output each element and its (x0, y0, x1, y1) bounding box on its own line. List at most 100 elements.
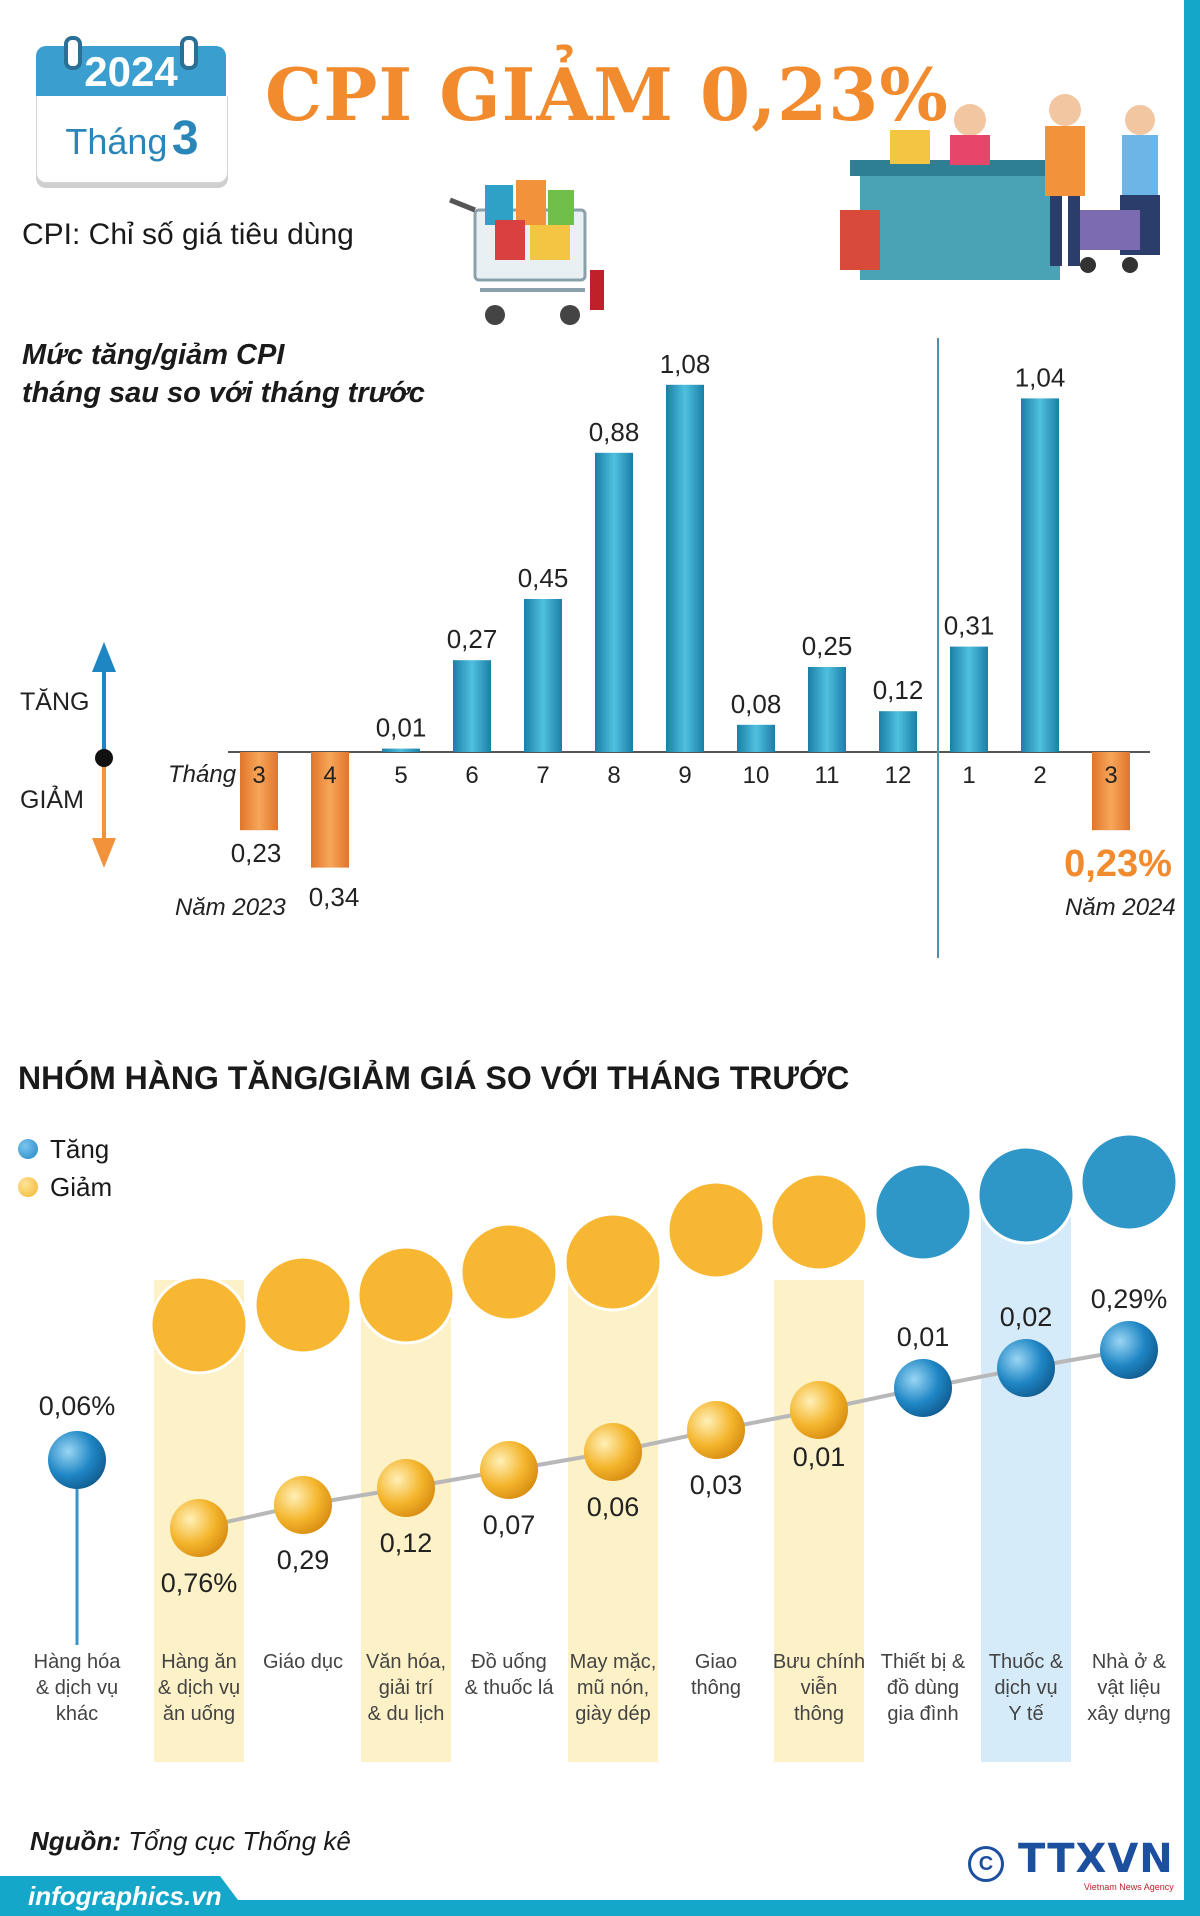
group-value-label-6: 0,03 (690, 1470, 743, 1500)
year-label-2023: Năm 2023 (175, 894, 286, 921)
group-category-label-7-1: viễn (801, 1676, 838, 1699)
decrease-ball-7 (790, 1381, 848, 1439)
tick-label-month-1: 4 (323, 762, 336, 789)
footer-source: Nguồn: Tổng cục Thống kê (30, 1826, 351, 1857)
tick-label-month-10: 1 (962, 762, 975, 789)
group-category-label-8-1: đồ dùng (887, 1677, 959, 1699)
group-category-label-7-0: Bưu chính (773, 1651, 865, 1673)
decrease-ball-2 (274, 1476, 332, 1534)
calendar-month-number: 3 (171, 112, 199, 165)
group-value-label-0: 0,06% (39, 1391, 116, 1421)
agency-logo: C TTXVN Vietnam News Agency (968, 1836, 1174, 1892)
bar-month-5-2 (382, 748, 420, 752)
group-category-label-0-2: khác (56, 1703, 98, 1725)
drink-cigarette-icon (459, 1222, 559, 1322)
highlight-value-label: 0,23% (1064, 843, 1172, 885)
group-category-label-7-2: thông (794, 1703, 844, 1725)
group-category-label-6-0: Giao (695, 1651, 737, 1673)
group-category-label-3-1: giải trí (379, 1677, 434, 1699)
legend-label-increase: Tăng (50, 1133, 110, 1164)
calendar-ring-right (180, 36, 198, 70)
legend-label-decrease: Giảm (50, 1171, 113, 1202)
medicine-pill-icon (976, 1145, 1076, 1245)
group-category-label-8-2: gia đình (887, 1703, 958, 1725)
decrease-ball-4 (480, 1441, 538, 1499)
axis-down-label: GIẢM (20, 784, 84, 814)
group-category-label-1-0: Hàng ăn (161, 1651, 237, 1673)
bar-month-11-8 (808, 667, 846, 752)
axis-up-label: TĂNG (20, 687, 89, 716)
washing-machine-icon (873, 1162, 973, 1262)
traffic-light-icon (666, 1180, 766, 1280)
footer-source-text: Tổng cục Thống kê (128, 1826, 351, 1856)
group-category-label-10-1: vật liệu (1097, 1677, 1160, 1699)
decrease-ball-3 (377, 1459, 435, 1517)
trend-line (198, 1348, 1130, 1530)
bar-month-1-10 (950, 646, 988, 752)
group-value-label-7: 0,01 (793, 1442, 846, 1472)
chart1-title-line1: Mức tăng/giảm CPI (22, 339, 285, 371)
group-category-label-9-1: dịch vụ (994, 1677, 1057, 1699)
film-reel-icon (356, 1245, 456, 1345)
group-category-label-0-0: Hàng hóa (34, 1651, 122, 1673)
copyright-icon: C (968, 1846, 1004, 1882)
bar-value-label-3: 0,27 (447, 624, 498, 654)
tick-label-month-9: 12 (885, 762, 912, 789)
group-value-label-3: 0,12 (380, 1528, 433, 1558)
bar-value-label-0: 0,23 (231, 838, 282, 868)
increase-ball-10 (1100, 1321, 1158, 1379)
group-value-label-1: 0,76% (161, 1568, 238, 1598)
bar-value-label-1: 0,34 (309, 882, 360, 912)
group-category-label-10-2: xây dựng (1087, 1703, 1170, 1725)
legend-dot-increase (18, 1139, 38, 1159)
legend-item-decrease: Giảm (18, 1168, 112, 1206)
legend-dot-decrease (18, 1177, 38, 1197)
calendar-month: Tháng 3 (36, 96, 228, 183)
bar-month-6-3 (453, 660, 491, 752)
page-title: CPI GIẢM 0,23% (265, 52, 949, 137)
axis-origin-dot (95, 749, 113, 767)
group-category-label-6-1: thông (691, 1677, 741, 1699)
group-category-label-3-0: Văn hóa, (366, 1651, 446, 1673)
group-category-label-0-1: & dịch vụ (36, 1677, 118, 1699)
bar-value-label-6: 1,08 (660, 349, 711, 379)
group-category-label-9-2: Y tế (1008, 1703, 1043, 1725)
group-category-label-1-1: & dịch vụ (158, 1677, 240, 1699)
tick-label-month-7: 10 (743, 762, 770, 789)
month-prefix-label: Tháng (168, 761, 237, 788)
group-value-label-4: 0,07 (483, 1510, 536, 1540)
chart1-title: Mức tăng/giảm CPI tháng sau so với tháng… (22, 336, 425, 412)
agency-logo-text: TTXVN (1018, 1836, 1174, 1882)
year-label-2024: Năm 2024 (1065, 894, 1176, 921)
bar-value-label-7: 0,08 (731, 689, 782, 719)
tick-label-month-12: 3 (1104, 762, 1117, 789)
checkout-counter-illustration (840, 94, 1160, 280)
bar-month-10-7 (737, 724, 775, 752)
highlight-column-yellow-7 (774, 1280, 864, 1762)
bar-month-4-1 (311, 752, 349, 868)
bar-month-3-0 (240, 752, 278, 831)
food-plate-icon (149, 1275, 249, 1375)
bar-value-label-8: 0,25 (802, 631, 853, 661)
shopping-cart-icon (449, 180, 604, 325)
bar-month-3-12 (1092, 752, 1130, 831)
group-category-label-3-2: & du lịch (368, 1703, 445, 1725)
page-subtitle: CPI: Chỉ số giá tiêu dùng (22, 218, 354, 251)
bar-value-label-10: 0,31 (944, 611, 995, 641)
group-value-label-2: 0,29 (277, 1545, 330, 1575)
decrease-ball-1 (170, 1499, 228, 1557)
tick-label-month-11: 2 (1033, 762, 1046, 789)
tick-label-month-2: 5 (394, 762, 407, 789)
group-value-label-9: 0,02 (1000, 1302, 1053, 1332)
calendar-ring-left (64, 36, 82, 70)
group-category-label-5-2: giày dép (575, 1703, 651, 1725)
antenna-tower-icon (769, 1172, 869, 1272)
tick-label-month-4: 7 (536, 762, 549, 789)
tick-label-month-5: 8 (607, 762, 620, 789)
chart2-legend: Tăng Giảm (18, 1130, 112, 1206)
decrease-ball-6 (687, 1401, 745, 1459)
section2-title: NHÓM HÀNG TĂNG/GIẢM GIÁ SO VỚI THÁNG TRƯ… (18, 1060, 850, 1096)
footer-website[interactable]: infographics.vn (0, 1876, 250, 1916)
